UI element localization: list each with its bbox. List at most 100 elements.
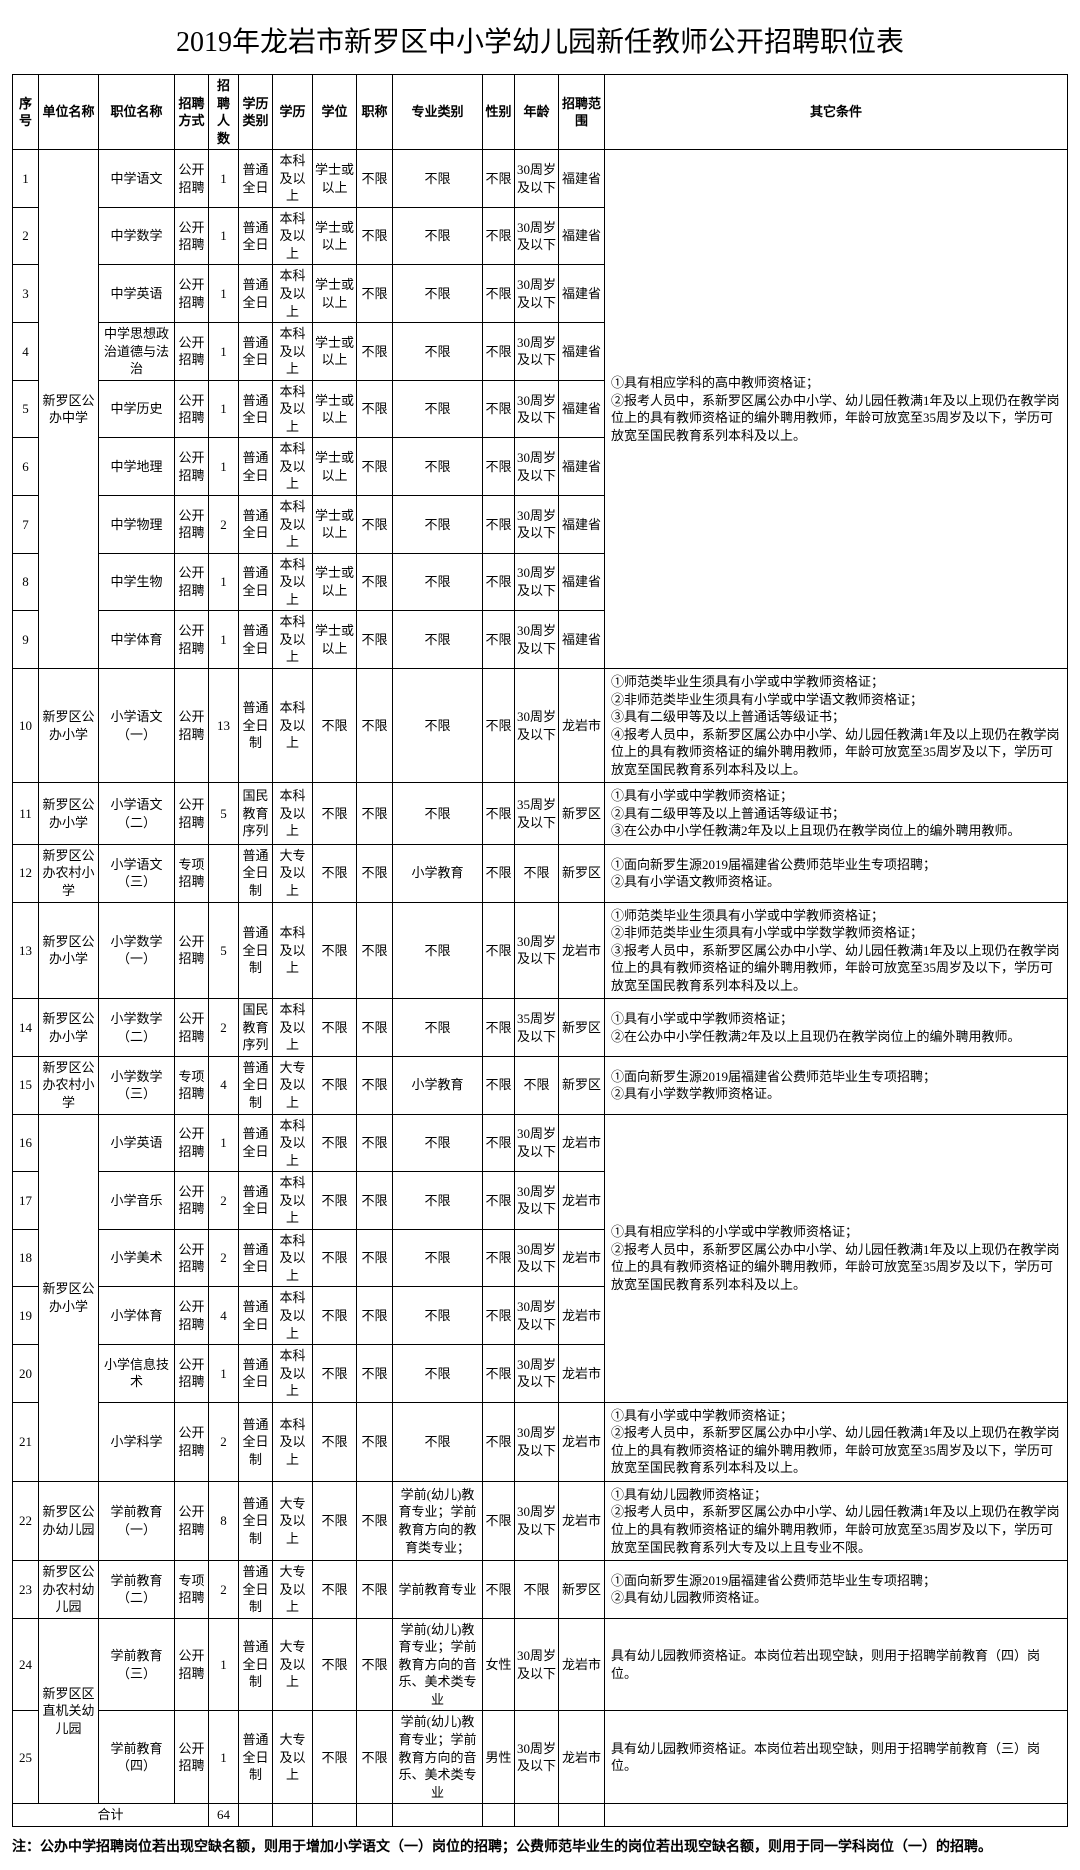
cell — [239, 1804, 273, 1827]
cell: 30周岁及以下 — [515, 380, 559, 438]
h-age: 年龄 — [515, 75, 559, 150]
cell: 学前教育专业 — [393, 1561, 483, 1619]
cell: 不限 — [393, 611, 483, 669]
cell: 公开招聘 — [175, 496, 209, 554]
cell: 小学数学（三） — [99, 1056, 175, 1114]
cell: 中学地理 — [99, 438, 175, 496]
cell: 不限 — [393, 438, 483, 496]
cell: 1 — [209, 265, 239, 323]
cell: 不限 — [483, 265, 515, 323]
cell: 大专及以上 — [273, 1481, 313, 1560]
cell: 具有幼儿园教师资格证。本岗位若出现空缺，则用于招聘学前教育（四）岗位。 — [605, 1618, 1068, 1711]
h-mode: 招聘方式 — [175, 75, 209, 150]
cell: 9 — [13, 611, 39, 669]
cell: 不限 — [393, 207, 483, 265]
cell: 不限 — [483, 1481, 515, 1560]
cell: 普通全日制 — [239, 1711, 273, 1804]
cell: 不限 — [483, 1561, 515, 1619]
cell: 不限 — [313, 844, 357, 902]
cell: 不限 — [483, 553, 515, 611]
cell: 4 — [13, 323, 39, 381]
cell: 公开招聘 — [175, 1481, 209, 1560]
cell: 龙岩市 — [559, 902, 605, 999]
cell: 普通全日 — [239, 553, 273, 611]
cell: 不限 — [393, 553, 483, 611]
cell: 不限 — [483, 150, 515, 208]
cell: 不限 — [515, 1056, 559, 1114]
cell: 新罗区公办小学 — [39, 783, 99, 845]
positions-table: 序号 单位名称 职位名称 招聘方式 招聘人数 学历类别 学历 学位 职称 专业类… — [12, 74, 1068, 1827]
cell: 福建省 — [559, 611, 605, 669]
cell: 30周岁及以下 — [515, 1618, 559, 1711]
cell: 大专及以上 — [273, 1711, 313, 1804]
cell: 专项招聘 — [175, 1561, 209, 1619]
cell: ①具有相应学科的高中教师资格证； ②报考人员中，系新罗区属公办中小学、幼儿园任教… — [605, 150, 1068, 669]
cell: 中学数学 — [99, 207, 175, 265]
cell: 30周岁及以下 — [515, 1481, 559, 1560]
cell: 30周岁及以下 — [515, 1711, 559, 1804]
cell: 中学历史 — [99, 380, 175, 438]
cell: 35周岁及以下 — [515, 999, 559, 1057]
cell: 18 — [13, 1229, 39, 1287]
cell: 小学美术 — [99, 1229, 175, 1287]
cell — [605, 1804, 1068, 1827]
cell: 35周岁及以下 — [515, 783, 559, 845]
h-seq: 序号 — [13, 75, 39, 150]
cell: 普通全日 — [239, 150, 273, 208]
cell: 公开招聘 — [175, 380, 209, 438]
cell: 本科及以上 — [273, 611, 313, 669]
table-row: 10新罗区公办小学小学语文（一）公开招聘13普通全日制本科及以上不限不限不限不限… — [13, 668, 1068, 782]
cell: 龙岩市 — [559, 1402, 605, 1481]
cell: 本科及以上 — [273, 496, 313, 554]
table-row: 16新罗区公办小学小学英语公开招聘1普通全日本科及以上不限不限不限不限30周岁及… — [13, 1114, 1068, 1172]
cell: 30周岁及以下 — [515, 323, 559, 381]
cell: 大专及以上 — [273, 1561, 313, 1619]
cell: 1 — [209, 323, 239, 381]
cell: 11 — [13, 783, 39, 845]
cell: 本科及以上 — [273, 438, 313, 496]
cell: 公开招聘 — [175, 1172, 209, 1230]
cell: 8 — [13, 553, 39, 611]
cell: 普通全日 — [239, 611, 273, 669]
cell: 福建省 — [559, 207, 605, 265]
cell: 小学数学（一） — [99, 902, 175, 999]
cell: 福建省 — [559, 553, 605, 611]
cell: 公开招聘 — [175, 1711, 209, 1804]
cell: 17 — [13, 1172, 39, 1230]
cell: ①具有相应学科的小学或中学教师资格证； ②报考人员中，系新罗区属公办中小学、幼儿… — [605, 1114, 1068, 1402]
cell: 大专及以上 — [273, 1618, 313, 1711]
cell: 2 — [209, 1402, 239, 1481]
cell: 2 — [209, 1561, 239, 1619]
cell: 22 — [13, 1481, 39, 1560]
cell: 不限 — [313, 1481, 357, 1560]
cell: 龙岩市 — [559, 1481, 605, 1560]
cell: 不限 — [483, 1345, 515, 1403]
cell: 30周岁及以下 — [515, 265, 559, 323]
cell: 新罗区公办小学 — [39, 1114, 99, 1481]
cell: 14 — [13, 999, 39, 1057]
cell: 新罗区公办幼儿园 — [39, 1481, 99, 1560]
cell: ①具有幼儿园教师资格证； ②报考人员中，系新罗区属公办中小学、幼儿园任教满1年及… — [605, 1481, 1068, 1560]
cell: 不限 — [483, 611, 515, 669]
cell: 本科及以上 — [273, 323, 313, 381]
cell: 不限 — [357, 207, 393, 265]
cell: 1 — [209, 1345, 239, 1403]
cell: 1 — [209, 150, 239, 208]
table-row: 25学前教育（四）公开招聘1普通全日制大专及以上不限不限学前(幼儿)教育专业；学… — [13, 1711, 1068, 1804]
cell: 1 — [209, 1618, 239, 1711]
table-row: 24新罗区区直机关幼儿园学前教育（三）公开招聘1普通全日制大专及以上不限不限学前… — [13, 1618, 1068, 1711]
cell: 2 — [209, 999, 239, 1057]
cell: 普通全日 — [239, 1172, 273, 1230]
h-pos: 职位名称 — [99, 75, 175, 150]
cell: 不限 — [357, 1172, 393, 1230]
table-row: 23新罗区公办农村幼儿园学前教育（二）专项招聘2普通全日制大专及以上不限不限学前… — [13, 1561, 1068, 1619]
cell: 公开招聘 — [175, 207, 209, 265]
cell: 本科及以上 — [273, 207, 313, 265]
cell: ①具有小学或中学教师资格证； ②报考人员中，系新罗区属公办中小学、幼儿园任教满1… — [605, 1402, 1068, 1481]
cell: 不限 — [357, 1561, 393, 1619]
cell: 不限 — [313, 1056, 357, 1114]
cell: 学士或以上 — [313, 438, 357, 496]
cell: 4 — [209, 1287, 239, 1345]
cell: 本科及以上 — [273, 380, 313, 438]
cell: 小学教育 — [393, 1056, 483, 1114]
